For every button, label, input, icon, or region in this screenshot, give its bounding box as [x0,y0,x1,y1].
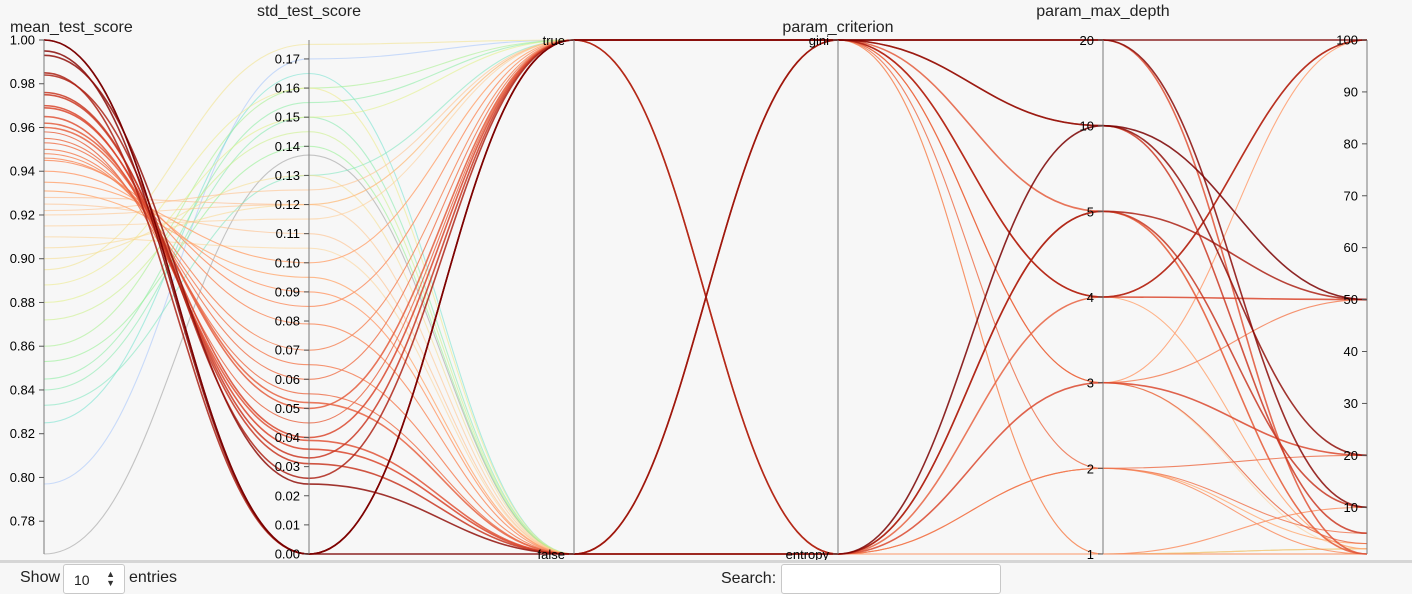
parallel-coordinates-chart: mean_test_score 0.78 0.80 0.82 0.84 0.86 0.88 0… [10,3,1368,560]
tick-label: 50 [1344,292,1358,307]
select-arrows-icon: ▲ ▼ [106,569,115,588]
chart-svg: mean_test_score 0.78 0.80 0.82 0.84 0.86 0.88 0… [10,3,1368,560]
category-label: 20 [1080,33,1094,48]
data-line [43,87,1368,555]
category-label: 3 [1087,376,1094,391]
tick-label: 0.98 [10,76,35,91]
entries-label: entries [129,569,178,586]
category-label: 2 [1087,461,1094,476]
category-label: 5 [1087,204,1094,219]
data-line [43,39,1368,535]
tick-label: 0.13 [275,168,300,183]
category-label: true [543,33,565,48]
tick-label: 0.00 [275,547,300,561]
tick-label: 40 [1344,344,1358,359]
tick-label: 70 [1344,188,1358,203]
tick-label: 0.80 [10,470,35,485]
tick-label: 0.88 [10,295,35,310]
data-line [43,39,1368,555]
category-label: 1 [1087,547,1094,560]
divider [0,560,1412,563]
tick-label: 0.96 [10,120,35,135]
show-label: Show [20,569,61,586]
tick-label: 10 [1344,500,1358,515]
data-line [43,236,1367,555]
category-label: false [538,547,565,560]
tick-label: 0.03 [275,459,300,474]
tick-label: 0.84 [10,382,35,397]
tick-label: 1.00 [10,33,35,48]
tick-label: 0.02 [275,488,300,503]
tick-label: 20 [1344,448,1358,463]
axis-title: mean_test_score [10,19,133,36]
tick-label: 100 [1336,33,1358,48]
data-line [43,203,1367,555]
tick-label: 30 [1344,396,1358,411]
tick-label: 0.05 [275,401,300,416]
search-input[interactable] [781,564,1001,594]
entries-select[interactable]: 10 ▲ ▼ [63,564,125,594]
axis-unnamed-5: 10 20 30 40 50 60 70 80 90 100 [1336,33,1368,554]
tick-label: 0.12 [275,197,300,212]
axis-title: param_max_depth [1036,3,1169,20]
axis-title: std_test_score [257,3,361,20]
axis-title: param_criterion [782,19,893,36]
tick-label: 0.17 [275,51,300,66]
axis-std_test_score: std_test_score 0.00 0.01 0.02 0.03 0.04 0.05 0.… [257,3,361,560]
entries-value: 10 [74,572,90,588]
tick-label: 0.09 [275,284,300,299]
data-line [43,91,1368,555]
tick-label: 0.78 [10,514,35,529]
axis-param_max_depth: param_max_depth 20 10 5 4 3 2 1 [1036,3,1169,560]
axis-mean_test_score: mean_test_score 0.78 0.80 0.82 0.84 0.86 0.88 0… [10,19,133,554]
tick-label: 0.11 [276,226,300,241]
category-label: 4 [1087,290,1094,305]
tick-label: 0.90 [10,251,35,266]
tick-label: 0.14 [275,139,300,154]
category-label: gini [809,33,829,48]
category-label: entropy [786,547,830,560]
tick-label: 0.04 [275,430,300,445]
data-line [43,39,1368,555]
tick-label: 0.07 [275,343,300,358]
tick-label: 0.06 [275,372,300,387]
data-line [43,39,1368,555]
category-label: 10 [1080,119,1094,134]
tick-label: 0.86 [10,339,35,354]
tick-label: 0.82 [10,426,35,441]
search-label: Search: [721,570,777,587]
tick-label: 0.16 [275,81,300,96]
tick-label: 80 [1344,136,1358,151]
tick-label: 0.92 [10,207,35,222]
tick-label: 0.94 [10,164,35,179]
data-line [43,116,1367,555]
tick-label: 0.08 [275,314,300,329]
tick-label: 0.15 [275,110,300,125]
tick-label: 90 [1344,84,1358,99]
tick-label: 60 [1344,240,1358,255]
tick-label: 0.01 [275,517,300,532]
series-lines [43,39,1368,555]
tick-label: 0.10 [275,255,300,270]
table-controls: Show 10 ▲ ▼ entries Search: [0,563,1412,594]
axis-unnamed-2: true false [538,33,575,560]
